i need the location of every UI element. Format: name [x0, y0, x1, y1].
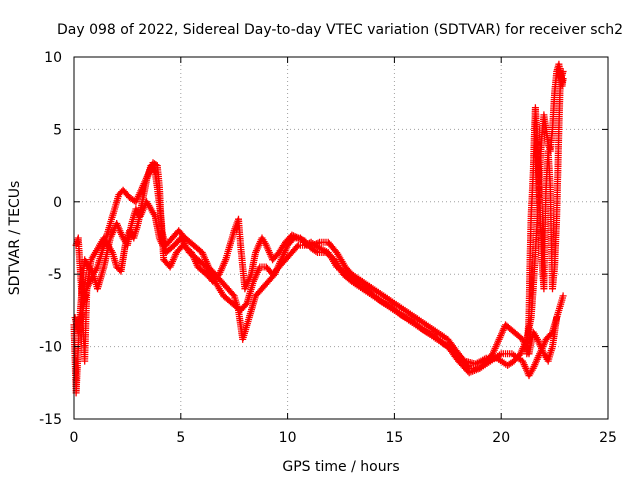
x-tick-label: 10	[279, 430, 297, 446]
data-series	[70, 60, 567, 397]
data-point-markers	[71, 60, 567, 369]
y-axis-label: SDTVAR / TECUs	[7, 181, 23, 296]
x-tick-label: 0	[70, 430, 79, 446]
plot-frame	[73, 56, 609, 420]
chart-title: Day 098 of 2022, Sidereal Day-to-day VTE…	[57, 22, 623, 38]
x-axis-label: GPS time / hours	[282, 459, 399, 475]
series-trace-b	[72, 162, 561, 377]
y-tick-label: 0	[53, 195, 62, 211]
data-point-markers	[72, 162, 561, 377]
y-tick-label: 10	[44, 50, 62, 66]
y-tick-label: -5	[48, 267, 62, 283]
data-point-markers	[523, 68, 567, 358]
y-tick-label: -10	[39, 340, 62, 356]
x-tick-label: 5	[176, 430, 185, 446]
y-tick-label: -15	[39, 412, 62, 428]
y-tick-label: 5	[53, 122, 62, 138]
x-tick-label: 15	[385, 430, 403, 446]
series-trace-d	[523, 68, 567, 358]
x-tick-label: 20	[492, 430, 510, 446]
axis-ticks: 0 5 10 15 20 25 -15 -10 -5 0 5 10	[39, 50, 617, 446]
x-tick-label: 25	[599, 430, 617, 446]
series-trace-c	[71, 60, 567, 369]
